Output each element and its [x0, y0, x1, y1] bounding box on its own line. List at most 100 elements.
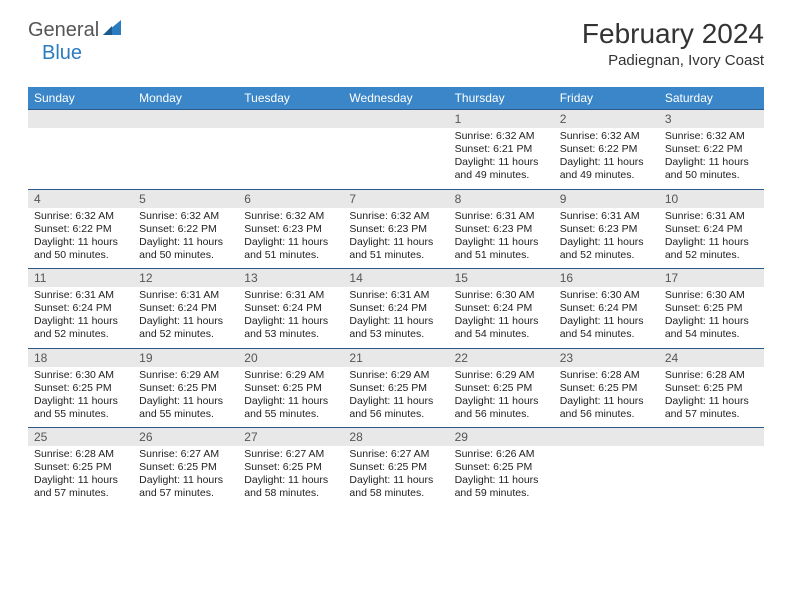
day-info: Sunrise: 6:27 AMSunset: 6:25 PMDaylight:…: [133, 446, 238, 507]
day-info: [238, 128, 343, 186]
logo-sail-icon: [101, 18, 123, 43]
day-cell: 5Sunrise: 6:32 AMSunset: 6:22 PMDaylight…: [133, 189, 238, 269]
daylight-text: Daylight: 11 hours and 50 minutes.: [665, 156, 758, 182]
day-cell: 12Sunrise: 6:31 AMSunset: 6:24 PMDayligh…: [133, 269, 238, 349]
sunrise-text: Sunrise: 6:29 AM: [139, 369, 232, 382]
day-info: Sunrise: 6:29 AMSunset: 6:25 PMDaylight:…: [343, 367, 448, 428]
location: Padiegnan, Ivory Coast: [582, 52, 764, 69]
sunset-text: Sunset: 6:22 PM: [139, 223, 232, 236]
day-cell: 21Sunrise: 6:29 AMSunset: 6:25 PMDayligh…: [343, 348, 448, 428]
dayhead-sun: Sunday: [28, 87, 133, 110]
daylight-text: Daylight: 11 hours and 49 minutes.: [560, 156, 653, 182]
day-info: Sunrise: 6:31 AMSunset: 6:23 PMDaylight:…: [449, 208, 554, 269]
day-info: Sunrise: 6:31 AMSunset: 6:24 PMDaylight:…: [133, 287, 238, 348]
sunrise-text: Sunrise: 6:31 AM: [560, 210, 653, 223]
calendar-body: 1 Sunrise: 6:32 AM Sunset: 6:21 PM Daylight…: [28, 110, 764, 507]
day-number: [554, 428, 659, 446]
day-number: 1: [449, 110, 554, 128]
sunset-text: Sunset: 6:21 PM: [455, 143, 548, 156]
day-cell: [554, 428, 659, 507]
day-cell: 7Sunrise: 6:32 AMSunset: 6:23 PMDaylight…: [343, 189, 448, 269]
daylight-text: Daylight: 11 hours and 54 minutes.: [560, 315, 653, 341]
day-cell: 29Sunrise: 6:26 AMSunset: 6:25 PMDayligh…: [449, 428, 554, 507]
day-cell: [238, 110, 343, 190]
daylight-text: Daylight: 11 hours and 50 minutes.: [139, 236, 232, 262]
logo-text-general: General: [28, 19, 99, 42]
day-info: Sunrise: 6:29 AMSunset: 6:25 PMDaylight:…: [133, 367, 238, 428]
sunset-text: Sunset: 6:25 PM: [34, 461, 127, 474]
sunset-text: Sunset: 6:25 PM: [349, 382, 442, 395]
day-cell: [343, 110, 448, 190]
day-number: 7: [343, 190, 448, 208]
daylight-text: Daylight: 11 hours and 57 minutes.: [665, 395, 758, 421]
day-info: Sunrise: 6:26 AMSunset: 6:25 PMDaylight:…: [449, 446, 554, 507]
day-number: [659, 428, 764, 446]
day-cell: 10Sunrise: 6:31 AMSunset: 6:24 PMDayligh…: [659, 189, 764, 269]
sunset-text: Sunset: 6:25 PM: [560, 382, 653, 395]
day-number: 11: [28, 269, 133, 287]
day-info: Sunrise: 6:32 AMSunset: 6:22 PMDaylight:…: [554, 128, 659, 189]
sunrise-text: Sunrise: 6:32 AM: [34, 210, 127, 223]
day-cell: 17Sunrise: 6:30 AMSunset: 6:25 PMDayligh…: [659, 269, 764, 349]
day-number: 3: [659, 110, 764, 128]
daylight-text: Daylight: 11 hours and 55 minutes.: [244, 395, 337, 421]
sunset-text: Sunset: 6:23 PM: [349, 223, 442, 236]
week-row: 4Sunrise: 6:32 AMSunset: 6:22 PMDaylight…: [28, 189, 764, 269]
day-info: [133, 128, 238, 186]
day-info: Sunrise: 6:32 AMSunset: 6:23 PMDaylight:…: [343, 208, 448, 269]
day-info: Sunrise: 6:31 AMSunset: 6:23 PMDaylight:…: [554, 208, 659, 269]
daylight-text: Daylight: 11 hours and 51 minutes.: [455, 236, 548, 262]
sunset-text: Sunset: 6:24 PM: [349, 302, 442, 315]
day-info: Sunrise: 6:31 AMSunset: 6:24 PMDaylight:…: [28, 287, 133, 348]
sunset-text: Sunset: 6:25 PM: [34, 382, 127, 395]
day-cell: 16Sunrise: 6:30 AMSunset: 6:24 PMDayligh…: [554, 269, 659, 349]
month-title: February 2024: [582, 18, 764, 50]
day-number: 10: [659, 190, 764, 208]
day-number: 27: [238, 428, 343, 446]
daylight-text: Daylight: 11 hours and 56 minutes.: [455, 395, 548, 421]
sunrise-text: Sunrise: 6:27 AM: [139, 448, 232, 461]
dayhead-mon: Monday: [133, 87, 238, 110]
day-info: Sunrise: 6:28 AMSunset: 6:25 PMDaylight:…: [28, 446, 133, 507]
sunrise-text: Sunrise: 6:30 AM: [665, 289, 758, 302]
day-number: 9: [554, 190, 659, 208]
sunrise-text: Sunrise: 6:31 AM: [244, 289, 337, 302]
day-number: 2: [554, 110, 659, 128]
day-cell: 23Sunrise: 6:28 AMSunset: 6:25 PMDayligh…: [554, 348, 659, 428]
week-row: 25Sunrise: 6:28 AMSunset: 6:25 PMDayligh…: [28, 428, 764, 507]
daylight-text: Daylight: 11 hours and 58 minutes.: [349, 474, 442, 500]
sunrise-text: Sunrise: 6:31 AM: [349, 289, 442, 302]
sunrise-text: Sunrise: 6:26 AM: [455, 448, 548, 461]
dayhead-sat: Saturday: [659, 87, 764, 110]
sunset-text: Sunset: 6:25 PM: [349, 461, 442, 474]
day-cell: 13Sunrise: 6:31 AMSunset: 6:24 PMDayligh…: [238, 269, 343, 349]
week-row: 18Sunrise: 6:30 AMSunset: 6:25 PMDayligh…: [28, 348, 764, 428]
day-info: Sunrise: 6:32 AMSunset: 6:22 PMDaylight:…: [28, 208, 133, 269]
day-number: 15: [449, 269, 554, 287]
sunset-text: Sunset: 6:24 PM: [560, 302, 653, 315]
daylight-text: Daylight: 11 hours and 52 minutes.: [34, 315, 127, 341]
sunrise-text: Sunrise: 6:32 AM: [560, 130, 653, 143]
sunrise-text: Sunrise: 6:31 AM: [34, 289, 127, 302]
sunset-text: Sunset: 6:24 PM: [139, 302, 232, 315]
day-number: 6: [238, 190, 343, 208]
day-info: Sunrise: 6:32 AMSunset: 6:22 PMDaylight:…: [133, 208, 238, 269]
sunrise-text: Sunrise: 6:30 AM: [34, 369, 127, 382]
day-cell: 27Sunrise: 6:27 AMSunset: 6:25 PMDayligh…: [238, 428, 343, 507]
sunset-text: Sunset: 6:22 PM: [34, 223, 127, 236]
day-info: Sunrise: 6:32 AMSunset: 6:22 PMDaylight:…: [659, 128, 764, 189]
sunset-text: Sunset: 6:25 PM: [665, 302, 758, 315]
day-cell: [28, 110, 133, 190]
sunrise-text: Sunrise: 6:30 AM: [455, 289, 548, 302]
day-number: 23: [554, 349, 659, 367]
day-cell: [133, 110, 238, 190]
day-number: 26: [133, 428, 238, 446]
day-number: 13: [238, 269, 343, 287]
day-number: [28, 110, 133, 128]
daylight-text: Daylight: 11 hours and 59 minutes.: [455, 474, 548, 500]
sunrise-text: Sunrise: 6:32 AM: [349, 210, 442, 223]
sunset-text: Sunset: 6:25 PM: [139, 382, 232, 395]
day-info: Sunrise: 6:30 AMSunset: 6:25 PMDaylight:…: [28, 367, 133, 428]
day-cell: 8Sunrise: 6:31 AMSunset: 6:23 PMDaylight…: [449, 189, 554, 269]
sunset-text: Sunset: 6:25 PM: [455, 382, 548, 395]
